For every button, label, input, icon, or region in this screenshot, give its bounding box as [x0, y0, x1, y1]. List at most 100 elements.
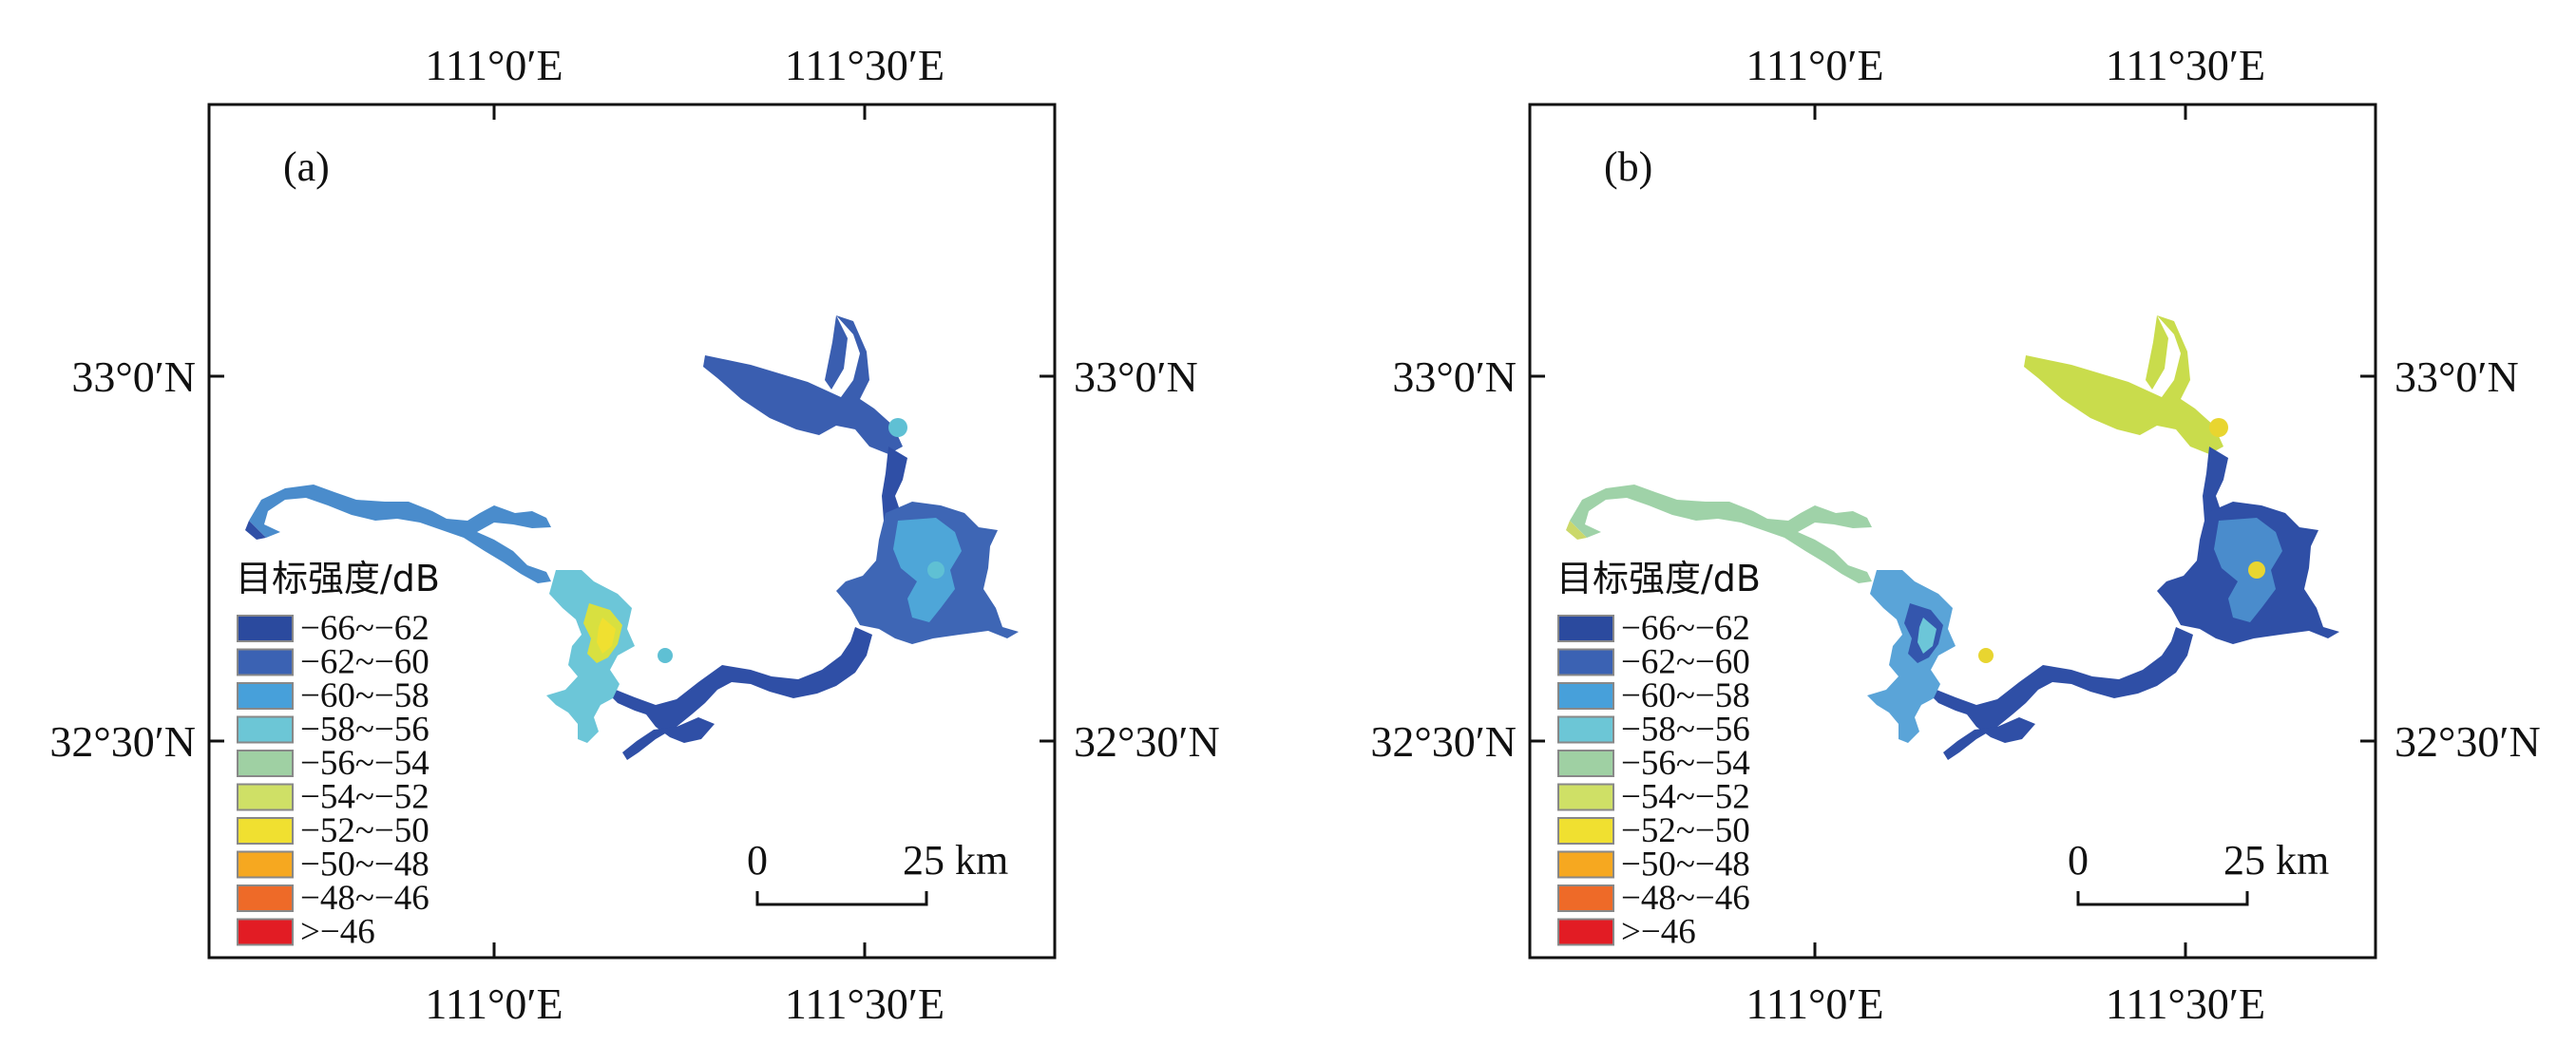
- scale-bar: 0 25 km: [2068, 837, 2329, 906]
- scale-start: 0: [2068, 837, 2089, 884]
- axis-ticks: [1530, 105, 2376, 958]
- scale-end: 25 km: [903, 837, 1008, 884]
- legend-label: −50~−48: [1621, 846, 1750, 884]
- scale-end: 25 km: [2223, 837, 2329, 884]
- legend-label: −48~−46: [1621, 879, 1750, 918]
- map-svg: 111°0′E 111°30′E 111°0′E 111°30′E 33°0′N…: [1370, 41, 2541, 1028]
- legend-swatch: [237, 783, 294, 811]
- spot: [2248, 561, 2265, 579]
- west-river-tail: [245, 521, 266, 540]
- lon-tick-top-1: 111°0′E: [1746, 41, 1883, 89]
- map-svg: 111°0′E 111°30′E 111°0′E 111°30′E 33°0′N…: [49, 41, 1220, 1028]
- lat-tick-right-1: 33°0′N: [2395, 352, 2519, 401]
- lon-tick-bottom-1: 111°0′E: [1746, 979, 1883, 1028]
- north-arm-tip: [2146, 315, 2168, 390]
- legend-label: −56~−54: [300, 744, 429, 783]
- legend-title: 目标强度/dB: [1556, 558, 1761, 599]
- middle-core2: [1918, 618, 1937, 654]
- legend-swatch: [237, 884, 294, 912]
- legend-label: −60~−58: [300, 676, 429, 715]
- legend-swatch: [237, 682, 294, 710]
- legend-swatch: [237, 715, 294, 744]
- legend-label: −62~−60: [1621, 643, 1750, 682]
- legend-label: −48~−46: [300, 879, 429, 918]
- panel-label: (a): [283, 143, 330, 190]
- legend-items: −66~−62−62~−60−60~−58−58~−56−56~−54−54~−…: [237, 609, 429, 952]
- legend-items: −66~−62−62~−60−60~−58−58~−56−56~−54−54~−…: [1557, 609, 1750, 952]
- legend-label: −66~−62: [1621, 609, 1750, 648]
- legend-label: >−46: [300, 913, 375, 952]
- legend-label: −50~−48: [300, 846, 429, 884]
- legend-label: −58~−56: [1621, 711, 1750, 750]
- lat-tick-right-2: 32°30′N: [1074, 717, 1220, 766]
- legend-swatch: [1557, 884, 1614, 912]
- legend-label: >−46: [1621, 913, 1696, 952]
- legend-label: −58~−56: [300, 711, 429, 750]
- lat-tick-right-2: 32°30′N: [2395, 717, 2541, 766]
- legend-swatch: [1557, 750, 1614, 777]
- west-river-tail: [1566, 521, 1587, 540]
- south-channel: [608, 627, 872, 743]
- legend-swatch: [1557, 850, 1614, 879]
- middle-core2: [597, 618, 616, 654]
- spot: [1978, 648, 1994, 663]
- legend-swatch: [237, 918, 294, 946]
- legend: 目标强度/dB −66~−62−62~−60−60~−58−58~−56−56~…: [236, 558, 440, 952]
- lon-tick-bottom-2: 111°30′E: [2106, 979, 2265, 1028]
- south-channel-tail: [622, 727, 677, 760]
- legend-swatch: [237, 648, 294, 676]
- map-panel-b: 111°0′E 111°30′E 111°0′E 111°30′E 33°0′N…: [1321, 0, 2576, 1046]
- legend-label: −52~−50: [300, 811, 429, 850]
- map-panel-a: 111°0′E 111°30′E 111°0′E 111°30′E 33°0′N…: [49, 41, 1220, 1028]
- legend-swatch: [1557, 615, 1614, 642]
- legend-label: −52~−50: [1621, 811, 1750, 850]
- lon-tick-top-2: 111°30′E: [2106, 41, 2265, 89]
- legend-swatch: [237, 817, 294, 845]
- reservoir-shape: [1566, 315, 2339, 760]
- lat-tick-right-1: 33°0′N: [1074, 352, 1198, 401]
- legend-label: −54~−52: [300, 778, 429, 817]
- scale-bar: 0 25 km: [747, 837, 1008, 906]
- spot: [927, 561, 945, 579]
- north-arm: [703, 315, 903, 454]
- panel-label: (b): [1604, 143, 1652, 190]
- lon-tick-top-2: 111°30′E: [785, 41, 945, 89]
- lat-tick-left-1: 33°0′N: [1392, 352, 1517, 401]
- lon-tick-bottom-2: 111°30′E: [785, 979, 945, 1028]
- legend-swatch: [1557, 918, 1614, 946]
- legend-label: −54~−52: [1621, 778, 1750, 817]
- lon-tick-top-1: 111°0′E: [425, 41, 563, 89]
- legend-title: 目标强度/dB: [236, 558, 440, 599]
- legend-swatch: [1557, 715, 1614, 744]
- legend-label: −60~−58: [1621, 676, 1750, 715]
- legend-label: −66~−62: [300, 609, 429, 648]
- west-river: [249, 485, 551, 583]
- legend-swatch: [237, 750, 294, 777]
- legend-swatch: [1557, 817, 1614, 845]
- spot: [888, 418, 907, 437]
- north-arm: [2024, 315, 2223, 454]
- north-arm-tip: [825, 315, 848, 390]
- lat-tick-left-1: 33°0′N: [71, 352, 196, 401]
- scale-start: 0: [747, 837, 768, 884]
- south-channel: [1929, 627, 2193, 743]
- west-river: [1570, 485, 1872, 583]
- legend-label: −56~−54: [1621, 744, 1750, 783]
- axis-ticks: [209, 105, 1055, 958]
- north-connector: [2203, 447, 2228, 521]
- legend-swatch: [1557, 783, 1614, 811]
- lon-tick-bottom-1: 111°0′E: [425, 979, 563, 1028]
- legend-label: −62~−60: [300, 643, 429, 682]
- reservoir-shape: [245, 315, 1019, 760]
- lat-tick-left-2: 32°30′N: [49, 717, 196, 766]
- north-connector: [882, 447, 907, 521]
- legend: 目标强度/dB −66~−62−62~−60−60~−58−58~−56−56~…: [1556, 558, 1761, 952]
- south-channel-tail: [1943, 727, 1997, 760]
- spot: [658, 648, 673, 663]
- legend-swatch: [237, 850, 294, 879]
- legend-swatch: [237, 615, 294, 642]
- lat-tick-left-2: 32°30′N: [1370, 717, 1517, 766]
- spot: [2209, 418, 2228, 437]
- legend-swatch: [1557, 648, 1614, 676]
- legend-swatch: [1557, 682, 1614, 710]
